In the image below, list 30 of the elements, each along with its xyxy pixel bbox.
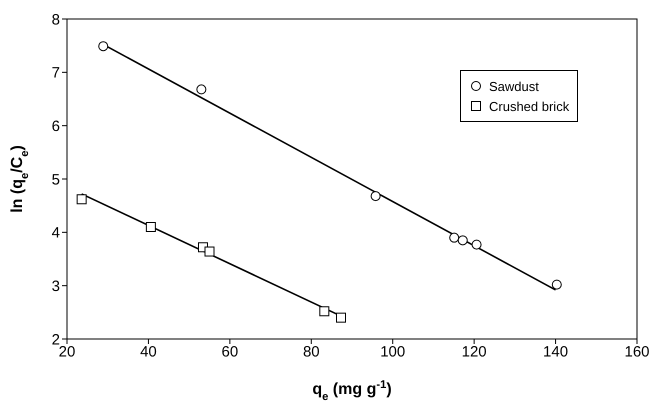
point [458, 235, 468, 246]
y-tick-label: 8 [52, 11, 60, 28]
point [146, 222, 156, 232]
y-tick-label: 7 [52, 64, 60, 82]
point [552, 280, 562, 290]
point [370, 191, 381, 202]
x-tick-label: 40 [140, 344, 157, 361]
point [98, 41, 108, 52]
x-tick-label: 160 [624, 344, 650, 361]
point [449, 232, 460, 243]
x-tick-label: 140 [543, 344, 568, 361]
x-tick-label: 60 [222, 344, 238, 361]
point [336, 312, 346, 323]
point [76, 194, 87, 204]
x-tick-label: 120 [462, 344, 487, 361]
point [472, 240, 482, 250]
point [196, 84, 206, 94]
y-tick-label: 2 [52, 331, 60, 348]
x-axis-title: q$_{e}$ (mg g$^{-1}$) [312, 379, 392, 403]
y-tick-label: 6 [52, 118, 60, 135]
legend-label: Crushed brick [489, 98, 570, 114]
point [204, 246, 214, 257]
legend-label: Sawdust [489, 78, 539, 94]
point [319, 306, 330, 316]
x-tick-label: 100 [380, 344, 406, 361]
x-tick-label: 80 [302, 344, 320, 361]
y-tick-label: 5 [52, 171, 60, 188]
x-tick-label: 20 [58, 344, 76, 361]
y-tick-label: 4 [52, 224, 60, 242]
y-tick-label: 3 [52, 278, 60, 295]
